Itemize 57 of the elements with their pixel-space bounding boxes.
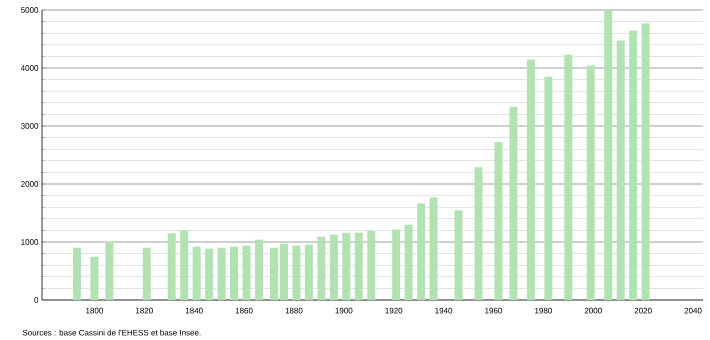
bar bbox=[242, 246, 251, 300]
bar bbox=[105, 241, 114, 300]
bar bbox=[544, 76, 552, 300]
bar bbox=[168, 233, 176, 300]
bar bbox=[90, 256, 98, 300]
bar bbox=[509, 106, 518, 300]
bar bbox=[642, 23, 650, 300]
bar bbox=[616, 40, 625, 300]
y-tick-label: 1000 bbox=[21, 239, 38, 245]
y-tick-label: 5000 bbox=[21, 7, 38, 13]
bar bbox=[72, 248, 81, 300]
bar bbox=[192, 246, 201, 300]
y-tick-label: 0 bbox=[34, 297, 38, 303]
bar bbox=[494, 142, 502, 300]
x-tick-label: 1960 bbox=[485, 308, 502, 314]
x-tick-label: 1920 bbox=[385, 308, 402, 314]
bar bbox=[354, 232, 363, 300]
x-tick-label: 2020 bbox=[634, 308, 652, 314]
x-tick-label: 2040 bbox=[684, 308, 702, 314]
bar bbox=[342, 232, 350, 300]
bar bbox=[367, 230, 376, 300]
bar bbox=[330, 234, 338, 300]
bar bbox=[205, 248, 214, 300]
y-tick-label: 4000 bbox=[20, 65, 38, 71]
x-tick-label: 1900 bbox=[336, 308, 352, 314]
bar bbox=[392, 230, 400, 300]
bar bbox=[526, 60, 535, 300]
x-tick-label: 1800 bbox=[86, 308, 103, 314]
x-tick-label: 1940 bbox=[435, 308, 452, 314]
x-tick-label: 1980 bbox=[535, 308, 552, 314]
x-tick-label: 1840 bbox=[186, 308, 203, 314]
bar bbox=[404, 224, 413, 300]
bar bbox=[218, 248, 226, 300]
bar bbox=[604, 10, 612, 300]
bar bbox=[255, 240, 264, 300]
bar bbox=[430, 197, 438, 300]
bar bbox=[474, 167, 483, 300]
bar bbox=[629, 30, 638, 300]
y-tick-label: 2000 bbox=[21, 181, 38, 187]
bar bbox=[586, 66, 595, 300]
source-note: Sources : base Cassini de l'EHESS et base Insee. bbox=[22, 330, 200, 336]
bar bbox=[317, 236, 326, 300]
x-tick-label: 1880 bbox=[286, 308, 303, 314]
bar bbox=[180, 230, 188, 300]
bar bbox=[270, 248, 278, 300]
x-tick-label: 2000 bbox=[584, 308, 602, 314]
x-tick-label: 1820 bbox=[136, 308, 153, 314]
y-tick-label: 3000 bbox=[20, 123, 38, 129]
x-tick-label: 1860 bbox=[236, 308, 253, 314]
bar bbox=[564, 54, 572, 300]
bar bbox=[417, 203, 426, 300]
bar bbox=[230, 246, 238, 300]
bar bbox=[454, 210, 463, 300]
bar bbox=[142, 248, 151, 300]
bar bbox=[292, 246, 300, 300]
bar bbox=[280, 244, 288, 300]
bar bbox=[304, 244, 313, 300]
